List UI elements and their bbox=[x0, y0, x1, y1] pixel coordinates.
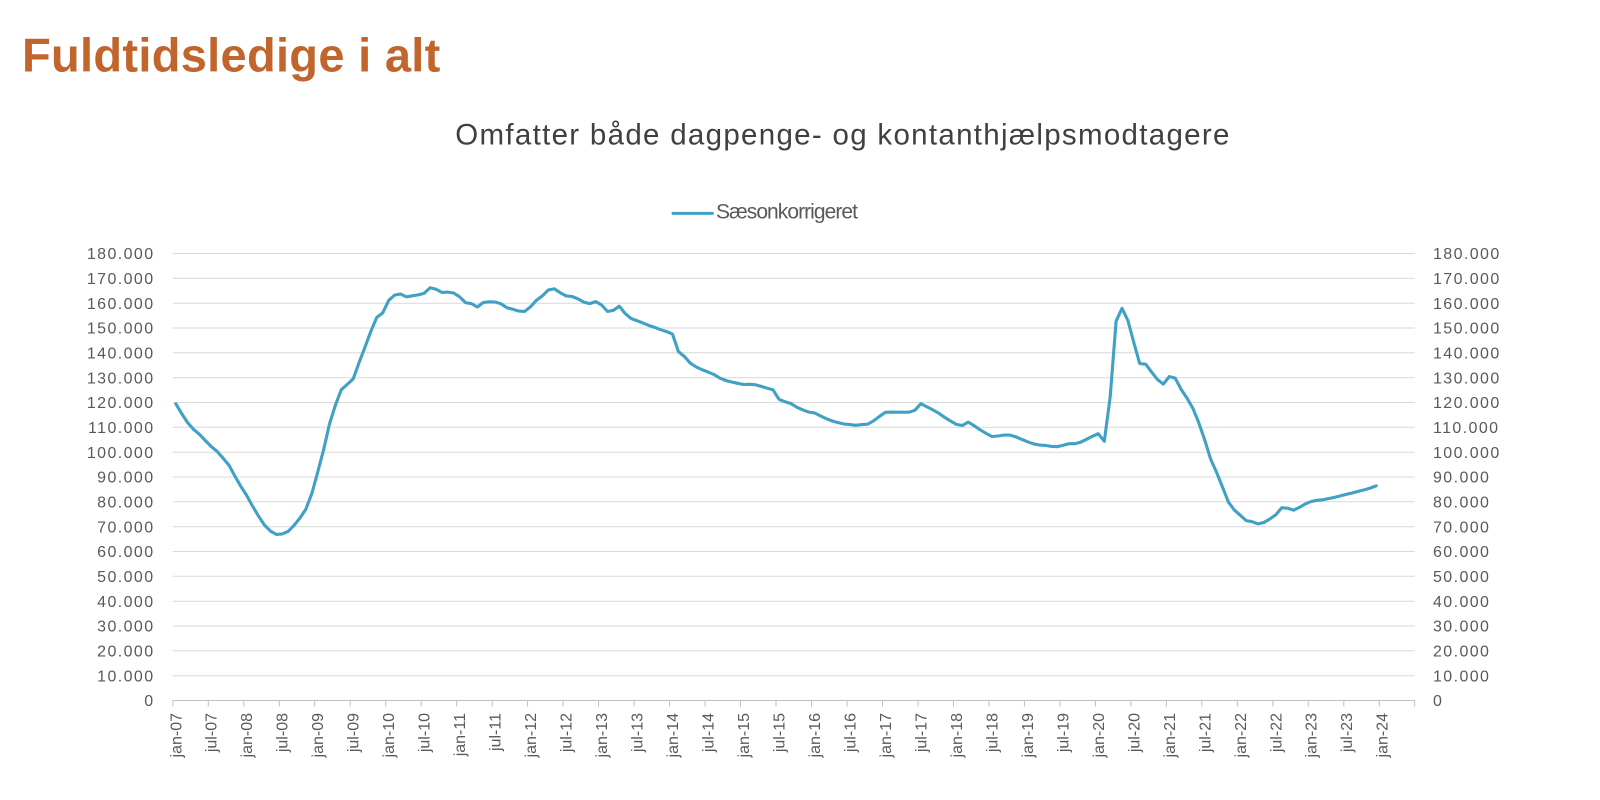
svg-text:jul-11: jul-11 bbox=[488, 713, 505, 752]
svg-text:50.000: 50.000 bbox=[97, 569, 154, 586]
svg-text:jan-18: jan-18 bbox=[949, 713, 966, 759]
svg-text:jul-19: jul-19 bbox=[1055, 713, 1072, 753]
svg-text:0: 0 bbox=[144, 693, 154, 710]
svg-text:jul-10: jul-10 bbox=[417, 713, 434, 753]
svg-text:jan-08: jan-08 bbox=[239, 713, 256, 759]
svg-text:jul-14: jul-14 bbox=[701, 713, 718, 753]
svg-text:20.000: 20.000 bbox=[1433, 643, 1490, 660]
svg-text:jan-10: jan-10 bbox=[381, 713, 398, 759]
svg-text:100.000: 100.000 bbox=[87, 445, 155, 462]
svg-text:jul-23: jul-23 bbox=[1339, 713, 1356, 753]
svg-text:jul-21: jul-21 bbox=[1197, 713, 1214, 753]
svg-text:jan-22: jan-22 bbox=[1233, 713, 1250, 759]
svg-text:110.000: 110.000 bbox=[1433, 420, 1499, 437]
svg-text:150.000: 150.000 bbox=[1433, 321, 1501, 338]
svg-text:10.000: 10.000 bbox=[1433, 668, 1490, 685]
svg-text:180.000: 180.000 bbox=[1433, 246, 1501, 263]
svg-text:170.000: 170.000 bbox=[1433, 271, 1501, 288]
svg-text:Fuldtidsledige i alt: Fuldtidsledige i alt bbox=[22, 29, 441, 82]
svg-text:120.000: 120.000 bbox=[1433, 395, 1501, 412]
svg-text:jan-15: jan-15 bbox=[736, 713, 753, 759]
svg-text:170.000: 170.000 bbox=[87, 271, 155, 288]
svg-text:jan-16: jan-16 bbox=[807, 713, 824, 759]
svg-text:jul-09: jul-09 bbox=[346, 713, 363, 753]
svg-text:10.000: 10.000 bbox=[97, 668, 154, 685]
svg-text:140.000: 140.000 bbox=[1433, 345, 1501, 362]
svg-text:70.000: 70.000 bbox=[97, 519, 154, 536]
svg-text:120.000: 120.000 bbox=[87, 395, 155, 412]
svg-text:jul-18: jul-18 bbox=[984, 713, 1001, 753]
svg-text:30.000: 30.000 bbox=[97, 619, 154, 636]
svg-text:30.000: 30.000 bbox=[1433, 619, 1490, 636]
svg-text:jan-21: jan-21 bbox=[1162, 713, 1179, 759]
svg-text:110.000: 110.000 bbox=[88, 420, 154, 437]
svg-text:jul-13: jul-13 bbox=[630, 713, 647, 753]
svg-text:jul-15: jul-15 bbox=[772, 713, 789, 753]
svg-text:40.000: 40.000 bbox=[97, 594, 154, 611]
svg-text:jan-24: jan-24 bbox=[1375, 713, 1392, 759]
svg-text:130.000: 130.000 bbox=[1433, 370, 1501, 387]
svg-text:jan-12: jan-12 bbox=[523, 713, 540, 759]
svg-text:140.000: 140.000 bbox=[87, 345, 155, 362]
svg-text:90.000: 90.000 bbox=[1433, 470, 1490, 487]
svg-text:Omfatter både dagpenge- og kon: Omfatter både dagpenge- og kontanthjælps… bbox=[455, 119, 1230, 152]
svg-text:jan-19: jan-19 bbox=[1020, 713, 1037, 759]
svg-text:jan-09: jan-09 bbox=[310, 713, 327, 759]
svg-text:100.000: 100.000 bbox=[1433, 445, 1501, 462]
svg-text:150.000: 150.000 bbox=[87, 321, 155, 338]
svg-text:jul-20: jul-20 bbox=[1126, 713, 1143, 753]
svg-text:jul-12: jul-12 bbox=[559, 713, 576, 753]
svg-text:jan-23: jan-23 bbox=[1304, 713, 1321, 759]
svg-text:80.000: 80.000 bbox=[97, 494, 154, 511]
svg-text:160.000: 160.000 bbox=[1433, 296, 1501, 313]
svg-text:80.000: 80.000 bbox=[1433, 494, 1490, 511]
svg-text:160.000: 160.000 bbox=[87, 296, 155, 313]
svg-text:jul-22: jul-22 bbox=[1268, 713, 1285, 753]
svg-text:180.000: 180.000 bbox=[87, 246, 155, 263]
svg-text:20.000: 20.000 bbox=[97, 643, 154, 660]
svg-text:50.000: 50.000 bbox=[1433, 569, 1490, 586]
svg-text:jan-14: jan-14 bbox=[665, 713, 682, 759]
svg-text:jan-17: jan-17 bbox=[878, 713, 895, 759]
svg-text:0: 0 bbox=[1433, 693, 1443, 710]
svg-text:130.000: 130.000 bbox=[87, 370, 155, 387]
svg-text:jan-13: jan-13 bbox=[594, 713, 611, 759]
svg-text:jul-08: jul-08 bbox=[275, 713, 292, 753]
svg-text:jul-16: jul-16 bbox=[843, 713, 860, 753]
svg-text:Sæsonkorrigeret: Sæsonkorrigeret bbox=[716, 201, 858, 224]
svg-text:jul-07: jul-07 bbox=[204, 713, 221, 753]
svg-text:90.000: 90.000 bbox=[97, 470, 154, 487]
svg-text:jan-20: jan-20 bbox=[1091, 713, 1108, 759]
svg-text:jul-17: jul-17 bbox=[913, 713, 930, 753]
svg-text:70.000: 70.000 bbox=[1433, 519, 1490, 536]
svg-text:60.000: 60.000 bbox=[97, 544, 154, 561]
svg-text:jan-07: jan-07 bbox=[168, 713, 185, 759]
svg-text:jan-11: jan-11 bbox=[452, 713, 469, 757]
svg-text:40.000: 40.000 bbox=[1433, 594, 1490, 611]
svg-text:60.000: 60.000 bbox=[1433, 544, 1490, 561]
